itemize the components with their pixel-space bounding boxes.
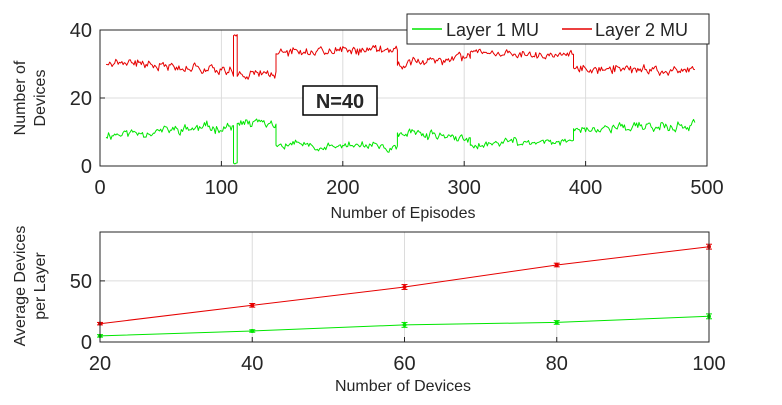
episodes-panel: 0 100 200 300 400 500 0 20 40 Layer 1 MU Layer 2… xyxy=(12,13,724,222)
legend: Layer 1 MU Layer 2 MU xyxy=(406,13,710,45)
data-point-layer1 xyxy=(250,329,255,333)
top-xtick-label: 400 xyxy=(569,177,602,199)
top-grid xyxy=(99,29,708,167)
legend-box xyxy=(406,13,710,45)
top-xtick-label: 300 xyxy=(448,177,481,199)
bottom-ytick-label: 50 xyxy=(70,271,92,293)
top-ytick-label: 20 xyxy=(70,88,92,110)
annotation-box xyxy=(302,85,378,116)
top-ytick-label: 40 xyxy=(70,20,92,42)
top-ticks: 0 100 200 300 400 500 0 20 40 xyxy=(70,20,724,199)
top-ylabel-line2: Devices xyxy=(32,70,49,127)
data-point-layer2 xyxy=(402,285,407,289)
top-xtick-label: 0 xyxy=(94,177,105,199)
bottom-ylabel-line2: per Layer xyxy=(32,252,49,320)
top-series xyxy=(105,34,696,165)
top-ylabel-line1: Number of xyxy=(12,60,29,135)
bottom-ticks: 20 40 60 80 100 0 50 xyxy=(70,271,726,375)
top-xtick-label: 100 xyxy=(205,177,238,199)
series-line-layer1 xyxy=(105,118,696,165)
top-xtick-label: 500 xyxy=(690,177,723,199)
devices-panel: 20 40 60 80 100 0 50 Number of Devices Average… xyxy=(12,226,726,395)
bottom-xtick-label: 80 xyxy=(546,353,568,375)
data-point-layer2 xyxy=(250,303,255,308)
bottom-xtick-label: 100 xyxy=(692,353,725,375)
legend-label-layer2: Layer 2 MU xyxy=(595,20,688,40)
data-point-layer1 xyxy=(554,320,559,325)
data-point-layer2 xyxy=(554,263,559,267)
bottom-xtick-label: 40 xyxy=(241,353,263,375)
top-xlabel: Number of Episodes xyxy=(331,205,476,222)
series-line-layer2 xyxy=(106,34,696,80)
bottom-ylabel-line1: Average Devices xyxy=(12,226,29,347)
bottom-ytick-label: 0 xyxy=(81,332,92,354)
bottom-xtick-label: 60 xyxy=(393,353,415,375)
top-xtick-label: 200 xyxy=(326,177,359,199)
annotation: N=40 xyxy=(302,85,378,116)
annotation-text: N=40 xyxy=(316,91,364,113)
data-point-layer1 xyxy=(402,322,407,327)
top-ytick-label: 0 xyxy=(81,156,92,178)
bottom-series xyxy=(97,243,712,338)
bottom-xlabel: Number of Devices xyxy=(335,378,471,395)
bottom-xtick-label: 20 xyxy=(89,353,111,375)
legend-label-layer1: Layer 1 MU xyxy=(446,20,539,40)
